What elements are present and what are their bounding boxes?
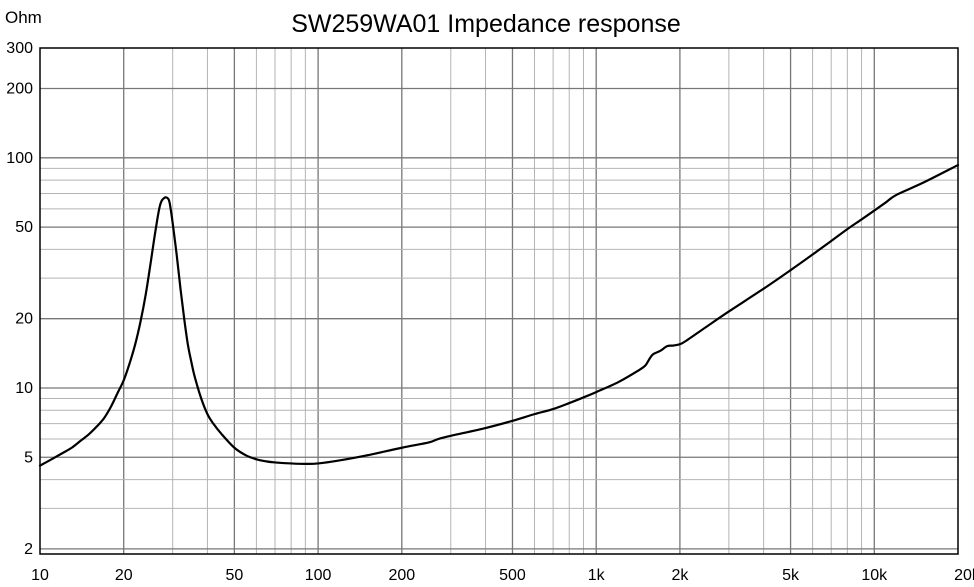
x-axis-ticks: 10 20 50 100 200 500 1k 2k 5k 10k 20k (31, 567, 974, 584)
y-tick-label: 50 (15, 219, 33, 236)
x-tick-label: 5k (782, 567, 800, 584)
x-tick-label: 500 (499, 567, 526, 584)
y-tick-label: 5 (24, 449, 33, 466)
x-tick-label: 10 (31, 567, 49, 584)
grid-layer (40, 48, 958, 554)
chart-title: SW259WA01 Impedance response (291, 10, 681, 38)
x-tick-label: 100 (305, 567, 332, 584)
y-axis-ticks: 300 200 100 50 20 10 5 2 (6, 40, 33, 558)
y-axis-unit-label: Ohm (5, 8, 42, 27)
plot-frame (39, 47, 959, 555)
y-tick-label: 200 (6, 81, 33, 98)
series-layer (38, 163, 960, 467)
x-tick-label: 200 (388, 567, 415, 584)
y-tick-label: 100 (6, 150, 33, 167)
impedance-curve (38, 163, 960, 467)
y-tick-label: 20 (15, 311, 33, 328)
x-tick-label: 50 (225, 567, 243, 584)
x-tick-label: 10k (861, 567, 888, 584)
y-tick-label: 300 (6, 40, 33, 57)
y-tick-label: 10 (15, 380, 33, 397)
x-tick-label: 20k (954, 567, 974, 584)
y-tick-label: 2 (24, 541, 33, 558)
x-tick-label: 20 (115, 567, 133, 584)
x-tick-label: 1k (588, 567, 606, 584)
x-tick-label: 2k (671, 567, 689, 584)
